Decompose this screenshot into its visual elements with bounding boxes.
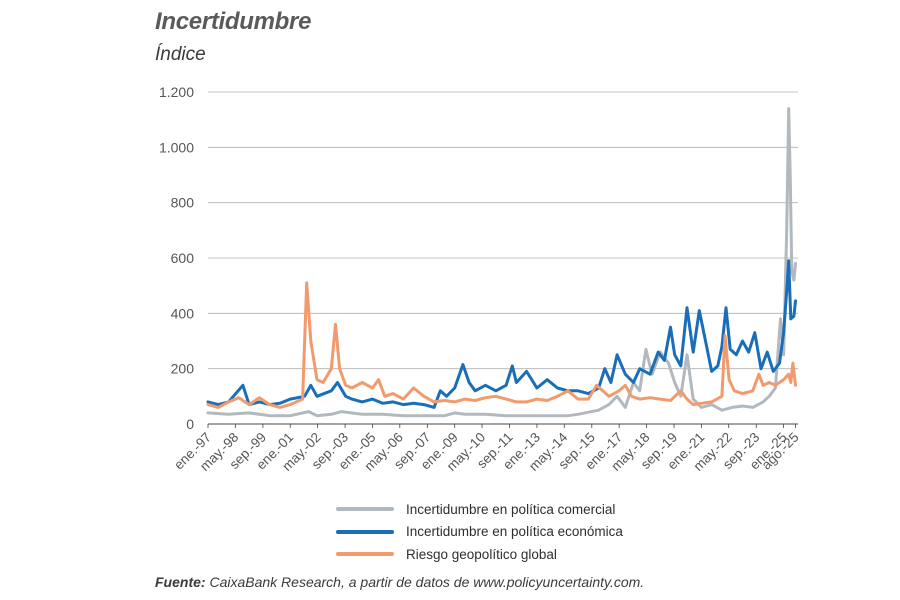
- y-tick-label: 1.000: [159, 139, 194, 155]
- legend-swatch-economica: [336, 529, 394, 534]
- legend-item-economica: Incertidumbre en política económica: [336, 521, 623, 544]
- y-axis: 0 200 400 600 800 1.000 1.200: [159, 84, 194, 432]
- x-axis: ene.-97may.-98sep.-99ene.-01may.-02sep.-…: [171, 424, 802, 474]
- grid-layer: [208, 91, 798, 425]
- y-tick-label: 800: [171, 195, 195, 211]
- y-tick-label: 600: [171, 250, 195, 266]
- legend-item-geopolitico: Riesgo geopolítico global: [336, 543, 623, 566]
- legend-item-comercial: Incertidumbre en política comercial: [336, 498, 623, 521]
- y-tick-label: 0: [186, 416, 194, 432]
- y-tick-label: 1.200: [159, 84, 194, 100]
- y-tick-label: 400: [171, 305, 195, 321]
- source-text: CaixaBank Research, a partir de datos de…: [205, 574, 645, 590]
- series-line-2: [206, 259, 797, 409]
- source-label: Fuente:: [155, 574, 206, 590]
- series-line-1: [206, 107, 797, 418]
- source-note: Fuente: CaixaBank Research, a partir de …: [155, 574, 644, 590]
- legend-swatch-comercial: [336, 507, 394, 512]
- legend-label-geopolitico: Riesgo geopolítico global: [406, 546, 557, 562]
- chart-subtitle: Índice: [155, 44, 206, 65]
- y-tick-label: 200: [171, 361, 195, 377]
- chart-title: Incertidumbre: [155, 8, 312, 35]
- legend: Incertidumbre en política comercial Ince…: [336, 498, 623, 566]
- legend-label-economica: Incertidumbre en política económica: [406, 524, 623, 540]
- legend-swatch-geopolitico: [336, 552, 394, 557]
- series-line-3: [206, 281, 797, 409]
- series-layer: [206, 107, 797, 418]
- legend-label-comercial: Incertidumbre en política comercial: [406, 501, 616, 517]
